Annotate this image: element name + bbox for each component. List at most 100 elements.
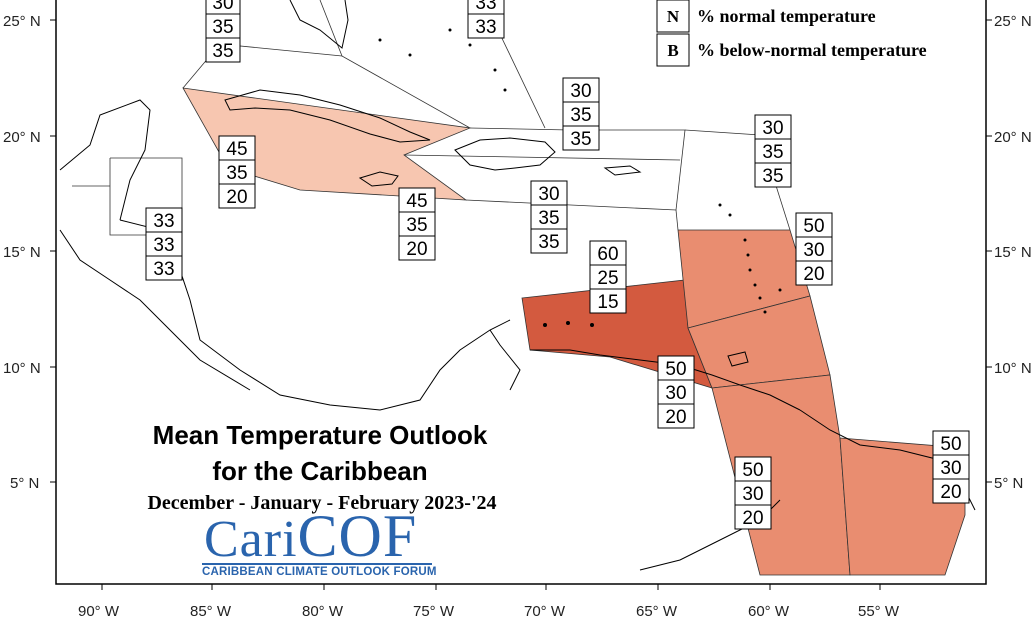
legend-key-box-n bbox=[656, 0, 690, 33]
outlook-cell-value: 35 bbox=[570, 105, 591, 126]
outlook-cell-bg bbox=[398, 235, 436, 261]
logo-prefix: Cari bbox=[204, 511, 298, 568]
logo-divider bbox=[202, 563, 432, 565]
outlook-cell-value: 30 bbox=[762, 118, 783, 139]
outlook-cell-value: 20 bbox=[665, 407, 686, 428]
outlook-cell-bg bbox=[589, 264, 627, 290]
outlook-cell-value: 35 bbox=[212, 17, 233, 38]
outlook-cell-bg bbox=[562, 125, 600, 151]
y-tick-label-left-25n: 25° N bbox=[3, 13, 41, 30]
outlook-cell-bg bbox=[795, 236, 833, 262]
legend: N % normal temperature B % below-normal … bbox=[656, 0, 927, 67]
outlook-cell-bg bbox=[657, 403, 695, 429]
outlook-cell-bg bbox=[589, 288, 627, 314]
outlook-cell-bg bbox=[562, 77, 600, 103]
logo-suffix: COF bbox=[297, 503, 418, 569]
small-islands bbox=[378, 28, 782, 327]
outlook-cell-value: 50 bbox=[940, 434, 961, 455]
y-tick-label-left-20n: 20° N bbox=[3, 129, 41, 146]
outlook-cell-value: 50 bbox=[803, 216, 824, 237]
legend-key-box-b bbox=[656, 33, 690, 67]
central-america-pacific bbox=[59, 229, 251, 391]
outlook-cell-value: 30 bbox=[570, 81, 591, 102]
caricof-logo: CariCOF bbox=[204, 506, 417, 568]
outlook-cell-value: 33 bbox=[153, 259, 174, 280]
x-ticks bbox=[101, 584, 881, 590]
outlook-box-hispaniola-south: 30 35 35 bbox=[530, 180, 568, 254]
legend-text-normal: % normal temperature bbox=[697, 6, 876, 26]
outlook-cell-bg bbox=[218, 159, 256, 185]
outlook-cell-bg bbox=[932, 478, 970, 504]
outlook-cell-value: 50 bbox=[742, 460, 763, 481]
outlook-cell-bg bbox=[145, 255, 183, 281]
legend-text-below-normal: % below-normal temperature bbox=[697, 40, 927, 60]
outlook-cell-value: 20 bbox=[406, 239, 427, 260]
outlook-cell-bg bbox=[205, 37, 241, 63]
colombia-coast bbox=[489, 329, 521, 391]
outlook-cell-value: 20 bbox=[226, 187, 247, 208]
outlook-cell-value: 30 bbox=[212, 0, 233, 14]
x-tick-label-70w: 70° W bbox=[524, 603, 566, 620]
outlook-cell-value: 35 bbox=[212, 41, 233, 62]
outlook-cell-bg bbox=[932, 454, 970, 480]
outlook-cell-bg bbox=[589, 240, 627, 266]
outlook-cell-bg bbox=[734, 456, 772, 482]
jamaica-coast bbox=[358, 171, 399, 187]
outlook-cell-value: 35 bbox=[538, 208, 559, 229]
subtitle-period: December - January - February 2023-'24 bbox=[147, 492, 497, 514]
x-tick-label-90w: 90° W bbox=[78, 603, 120, 620]
title-line-1: Mean Temperature Outlook bbox=[152, 420, 488, 450]
outlook-cell-bg bbox=[754, 162, 792, 188]
outlook-cell-bg bbox=[398, 211, 436, 237]
outlook-box-jamaica: 45 35 20 bbox=[398, 187, 436, 261]
outlook-cell-value: 35 bbox=[762, 166, 783, 187]
outlook-cell-bg bbox=[795, 260, 833, 286]
outlook-cell-value: 30 bbox=[742, 484, 763, 505]
outlook-cell-bg bbox=[145, 231, 183, 257]
outlook-box-leeward-north: 30 35 35 bbox=[754, 114, 792, 188]
outlook-cell-bg bbox=[734, 504, 772, 530]
y-tick-label-right-10n: 10° N bbox=[994, 360, 1032, 377]
outlook-cell-value: 33 bbox=[153, 235, 174, 256]
hispaniola-coast bbox=[454, 137, 556, 171]
y-ticks-left bbox=[50, 19, 56, 483]
outlook-cell-value: 20 bbox=[742, 508, 763, 529]
outlook-cell-value: 20 bbox=[940, 482, 961, 503]
outlook-cell-value: 30 bbox=[803, 240, 824, 261]
y-tick-label-left-10n: 10° N bbox=[3, 360, 41, 377]
outlook-cell-value: 35 bbox=[406, 215, 427, 236]
x-tick-label-80w: 80° W bbox=[302, 603, 344, 620]
outlook-box-abc-islands: 60 25 15 bbox=[589, 240, 627, 314]
x-tick-label-60w: 60° W bbox=[748, 603, 790, 620]
outlook-box-cuba-west: 45 35 20 bbox=[218, 135, 256, 209]
outlook-box-guyana: 50 30 20 bbox=[734, 456, 772, 530]
outlook-cell-value: 35 bbox=[538, 232, 559, 253]
outlook-cell-bg bbox=[932, 430, 970, 456]
outlook-cell-bg bbox=[754, 138, 792, 164]
y-tick-label-right-25n: 25° N bbox=[994, 13, 1032, 30]
outlook-cell-bg bbox=[562, 101, 600, 127]
outlook-cell-value: 15 bbox=[597, 292, 618, 313]
x-tick-label-75w: 75° W bbox=[413, 603, 455, 620]
puerto-rico-coast bbox=[603, 165, 642, 176]
outlook-cell-value: 33 bbox=[475, 17, 496, 38]
x-tick-label-55w: 55° W bbox=[858, 603, 900, 620]
outlook-cell-value: 30 bbox=[538, 184, 559, 205]
outlook-cell-value: 45 bbox=[406, 191, 427, 212]
x-tick-label-85w: 85° W bbox=[190, 603, 232, 620]
cuba-coast bbox=[224, 89, 431, 143]
outlook-cell-bg bbox=[530, 204, 568, 230]
outlook-box-windward: 50 30 20 bbox=[795, 212, 833, 286]
outlook-cell-bg bbox=[218, 135, 256, 161]
legend-key-n: N bbox=[667, 7, 680, 26]
y-tick-label-right-15n: 15° N bbox=[994, 244, 1032, 261]
y-tick-label-right-20n: 20° N bbox=[994, 129, 1032, 146]
outlook-cell-value: 60 bbox=[597, 244, 618, 265]
coastlines bbox=[59, 0, 976, 571]
outlook-cell-bg bbox=[218, 183, 256, 209]
logo-tagline: CARIBBEAN CLIMATE OUTLOOK FORUM bbox=[202, 566, 437, 578]
yucatan-coast bbox=[59, 99, 151, 221]
outlook-cell-bg bbox=[398, 187, 436, 213]
